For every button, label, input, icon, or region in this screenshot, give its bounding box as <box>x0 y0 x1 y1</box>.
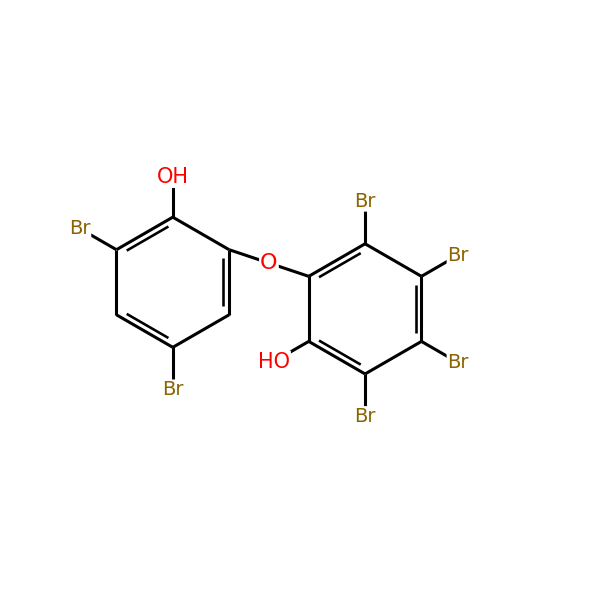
Text: Br: Br <box>355 407 376 426</box>
Text: Br: Br <box>69 219 90 238</box>
Text: OH: OH <box>157 167 189 187</box>
Text: Br: Br <box>448 245 469 265</box>
Text: O: O <box>260 253 278 273</box>
Text: Br: Br <box>448 353 469 372</box>
Text: HO: HO <box>258 352 290 371</box>
Text: Br: Br <box>355 191 376 211</box>
Text: Br: Br <box>162 380 184 400</box>
